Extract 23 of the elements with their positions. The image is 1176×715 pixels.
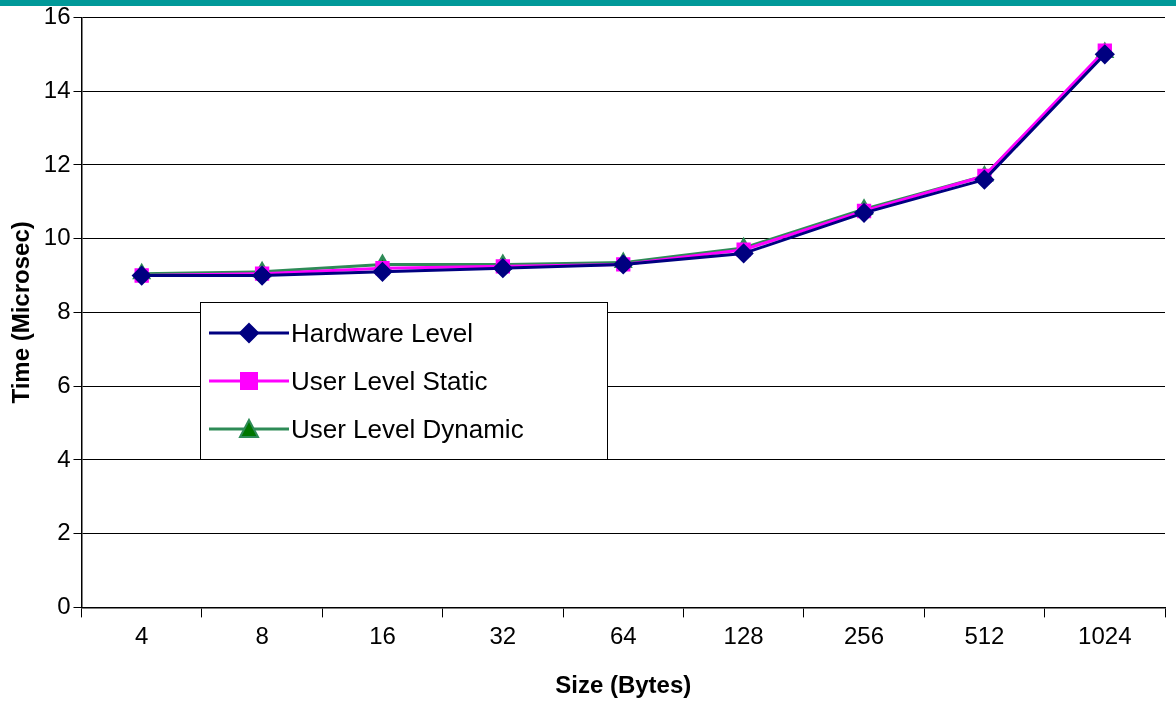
legend-label: Hardware Level (291, 317, 474, 349)
y-tick-label: 14 (43, 75, 71, 103)
x-tick-label: 4 (135, 622, 149, 650)
x-tick-label: 16 (369, 622, 396, 650)
y-tick-label: 10 (43, 223, 71, 251)
y-tick-label: 0 (57, 592, 71, 620)
y-tick-label: 2 (57, 518, 71, 546)
x-tick-label: 512 (964, 622, 1005, 650)
x-tick-label: 256 (844, 622, 885, 650)
y-axis-title: Time (Microsec) (7, 221, 35, 404)
x-axis-title: Size (Bytes) (555, 671, 692, 699)
x-tick-label: 128 (723, 622, 764, 650)
y-tick-label: 12 (43, 149, 71, 177)
y-tick-label: 4 (57, 444, 71, 472)
x-tick-label: 32 (489, 622, 517, 650)
y-tick-label: 16 (43, 2, 71, 30)
y-tick-label: 6 (57, 370, 71, 398)
x-tick-label: 1024 (1078, 622, 1132, 650)
legend-label: User Level Static (291, 365, 488, 397)
x-tick-label: 64 (609, 622, 637, 650)
y-tick-label: 8 (57, 297, 71, 325)
x-tick-label: 8 (255, 622, 269, 650)
legend-label: User Level Dynamic (291, 413, 524, 445)
